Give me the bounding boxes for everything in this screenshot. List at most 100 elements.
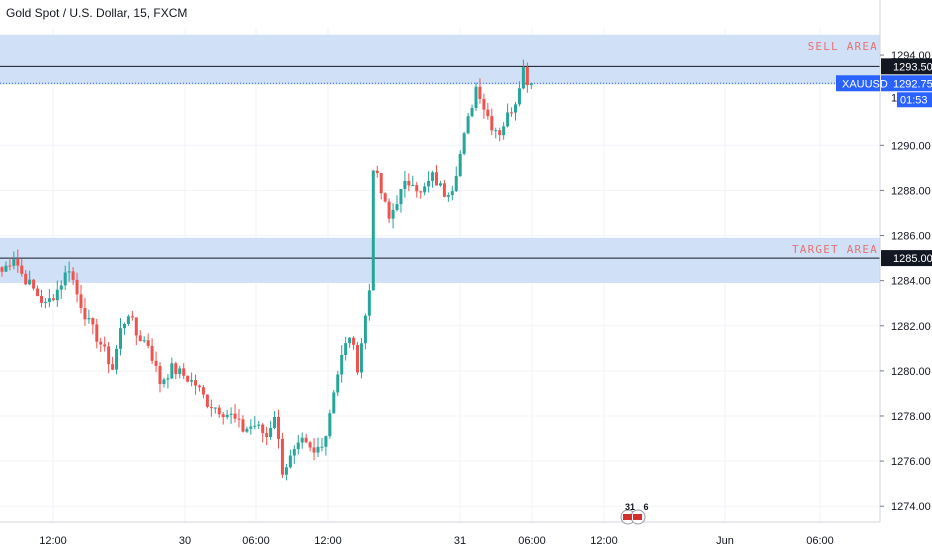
candle-body <box>454 176 458 192</box>
candle-body <box>435 172 438 186</box>
candle-body <box>115 348 119 370</box>
price-tick-label: 1286.00 <box>891 231 931 243</box>
candle-body <box>174 363 178 375</box>
candle-body <box>241 419 245 432</box>
candle-body <box>348 337 352 344</box>
candle-body <box>332 392 336 414</box>
last-price-badge <box>881 75 932 92</box>
candle-body <box>359 343 363 373</box>
candle-body <box>16 259 20 266</box>
candle-body <box>265 433 269 438</box>
candle-body <box>419 191 423 193</box>
candle-body <box>423 186 427 193</box>
time-tick-label: Jun <box>716 535 734 547</box>
candle-body <box>83 307 87 320</box>
candle-body <box>387 201 391 219</box>
time-tick-label: 30 <box>179 535 191 547</box>
candle-body <box>363 315 367 344</box>
candle-body <box>67 271 71 273</box>
candle-body <box>300 437 304 443</box>
candle-body <box>166 378 170 380</box>
candle-body <box>466 116 470 134</box>
candle-body <box>209 406 213 409</box>
candle-body <box>438 183 442 186</box>
candle-body <box>150 345 154 361</box>
candle-body <box>111 364 115 370</box>
flag-icon <box>623 514 632 520</box>
candle-body <box>284 467 288 475</box>
level-price-badge-label: 1293.50 <box>893 61 932 73</box>
candle-body <box>40 296 43 303</box>
price-tick-label: 1278.00 <box>891 411 931 423</box>
candle-body <box>427 180 431 187</box>
candle-body <box>122 323 126 329</box>
candle-body <box>482 98 486 110</box>
price-axis[interactable] <box>880 0 932 550</box>
candle-body <box>63 272 67 286</box>
candle-body <box>237 418 241 420</box>
candle-body <box>296 442 300 450</box>
candle-body <box>229 413 233 415</box>
candle-body <box>146 340 150 346</box>
candle-body <box>87 318 91 320</box>
candle-body <box>162 379 166 384</box>
time-tick-label: 06:00 <box>242 535 270 547</box>
candle-body <box>521 67 525 89</box>
candle-body <box>75 279 79 295</box>
candle-body <box>304 437 308 443</box>
candle-body <box>462 133 466 154</box>
candle-body <box>403 180 407 190</box>
candle-body <box>490 116 494 131</box>
candle-body <box>431 172 435 181</box>
price-tick-label: 1290.00 <box>891 140 931 152</box>
candle-body <box>458 153 462 177</box>
candle-body <box>391 209 395 219</box>
candle-body <box>253 425 257 427</box>
candle-body <box>170 363 174 379</box>
candle-body <box>28 279 32 285</box>
last-price-badge-label: 1292.75 <box>893 78 932 90</box>
candle-body <box>415 185 419 192</box>
candle-body <box>474 86 478 108</box>
candle-body <box>395 204 399 210</box>
candle-body <box>20 265 24 274</box>
candle-body <box>407 180 411 186</box>
event-marker-count: 6 <box>643 502 648 512</box>
candle-body <box>8 265 12 267</box>
candle-body <box>59 285 63 290</box>
candle-body <box>47 298 51 302</box>
countdown-badge <box>897 92 932 108</box>
candle-body <box>245 428 249 432</box>
flag-icon <box>633 514 642 520</box>
candle-body <box>99 341 103 345</box>
candle-body <box>510 112 514 114</box>
chart-title: Gold Spot / U.S. Dollar, 15, FXCM <box>6 6 188 20</box>
candle-body <box>517 88 521 105</box>
zone-label: TARGET AREA <box>792 243 878 256</box>
candle-body <box>190 380 194 382</box>
time-tick-label: 12:00 <box>39 535 67 547</box>
candle-body <box>316 446 320 453</box>
candle-body <box>221 414 225 418</box>
time-tick-label: 06:00 <box>806 535 834 547</box>
candle-body <box>154 360 158 366</box>
candle-body <box>119 328 122 349</box>
level-price-badge <box>881 250 932 267</box>
candle-body <box>182 368 186 376</box>
candle-body <box>134 317 138 336</box>
candle-body <box>186 375 190 382</box>
candle-body <box>371 170 375 291</box>
candle-body <box>142 340 146 342</box>
level-price-badge-label: 1285.00 <box>893 253 932 265</box>
event-marker-date: 31 <box>625 502 635 512</box>
price-tick-label: 1274.00 <box>891 501 931 513</box>
candle-body <box>36 288 40 297</box>
time-tick-label: 12:00 <box>590 535 618 547</box>
candle-body <box>312 447 316 453</box>
candle-body <box>217 407 221 415</box>
candle-body <box>91 318 95 325</box>
candle-body <box>399 189 403 205</box>
candle-body <box>130 316 134 318</box>
